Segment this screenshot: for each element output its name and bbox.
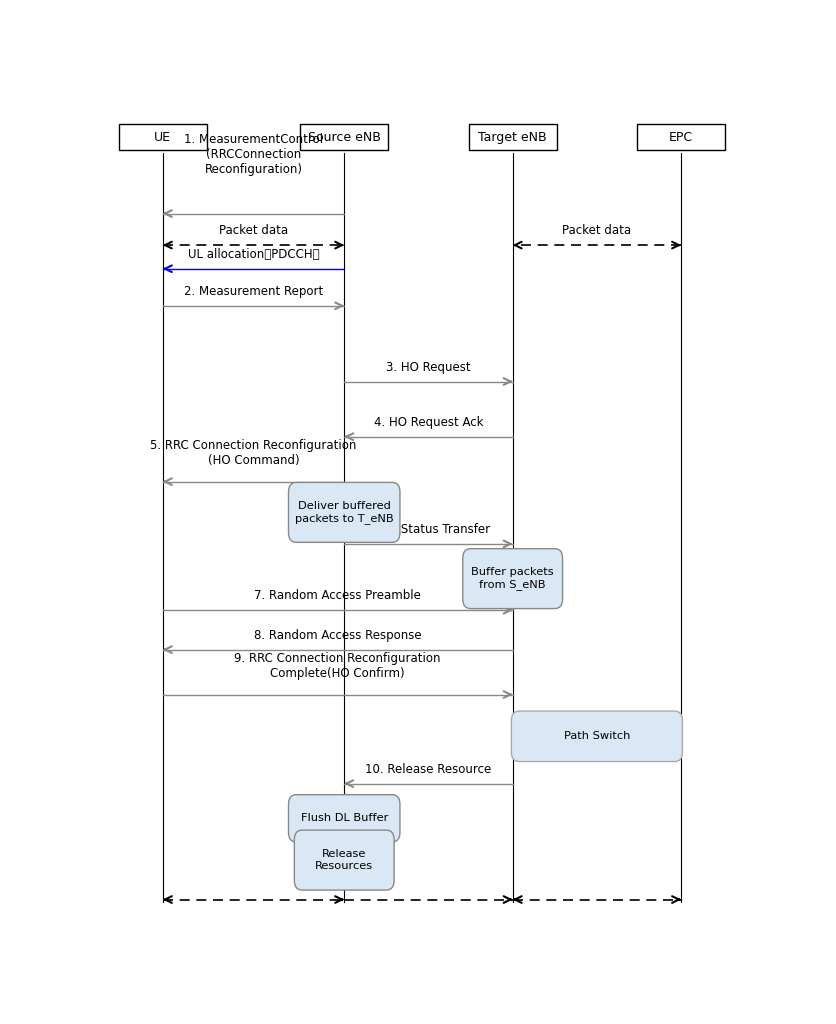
FancyBboxPatch shape [288,482,400,543]
Text: Release
Resources: Release Resources [315,849,374,870]
Text: 2. Measurement Report: 2. Measurement Report [184,285,324,298]
Text: Target eNB: Target eNB [478,131,547,143]
FancyBboxPatch shape [512,711,682,762]
FancyBboxPatch shape [469,124,557,151]
FancyBboxPatch shape [300,124,388,151]
Text: EPC: EPC [669,131,693,143]
Text: Path Switch: Path Switch [563,731,630,741]
Text: 10. Release Resource: 10. Release Resource [365,763,492,776]
Text: Flush DL Buffer: Flush DL Buffer [300,813,388,823]
FancyBboxPatch shape [637,124,725,151]
Text: Source eNB: Source eNB [308,131,380,143]
Text: Buffer packets
from S_eNB: Buffer packets from S_eNB [472,567,554,590]
FancyBboxPatch shape [294,830,394,890]
Text: 1. MeasurementControl
(RRCConnection
Reconfiguration): 1. MeasurementControl (RRCConnection Rec… [184,133,323,176]
Text: 5. RRC Connection Reconfiguration
(HO Command): 5. RRC Connection Reconfiguration (HO Co… [150,439,357,467]
Text: 6. SN Status Transfer: 6. SN Status Transfer [366,523,491,536]
FancyBboxPatch shape [119,124,206,151]
Text: 8. Random Access Response: 8. Random Access Response [254,629,421,642]
FancyBboxPatch shape [463,549,563,608]
Text: 4. HO Request Ack: 4. HO Request Ack [374,416,483,429]
Text: UL allocation（PDCCH）: UL allocation（PDCCH） [188,248,319,261]
Text: Packet data: Packet data [563,224,631,238]
FancyBboxPatch shape [288,795,400,842]
Text: 7. Random Access Preamble: 7. Random Access Preamble [254,589,421,602]
Text: 9. RRC Connection Reconfiguration
Complete(HO Confirm): 9. RRC Connection Reconfiguration Comple… [234,652,441,680]
Text: Packet data: Packet data [219,224,288,238]
Text: UE: UE [155,131,171,143]
Text: Deliver buffered
packets to T_eNB: Deliver buffered packets to T_eNB [295,501,394,523]
Text: 3. HO Request: 3. HO Request [386,360,471,374]
